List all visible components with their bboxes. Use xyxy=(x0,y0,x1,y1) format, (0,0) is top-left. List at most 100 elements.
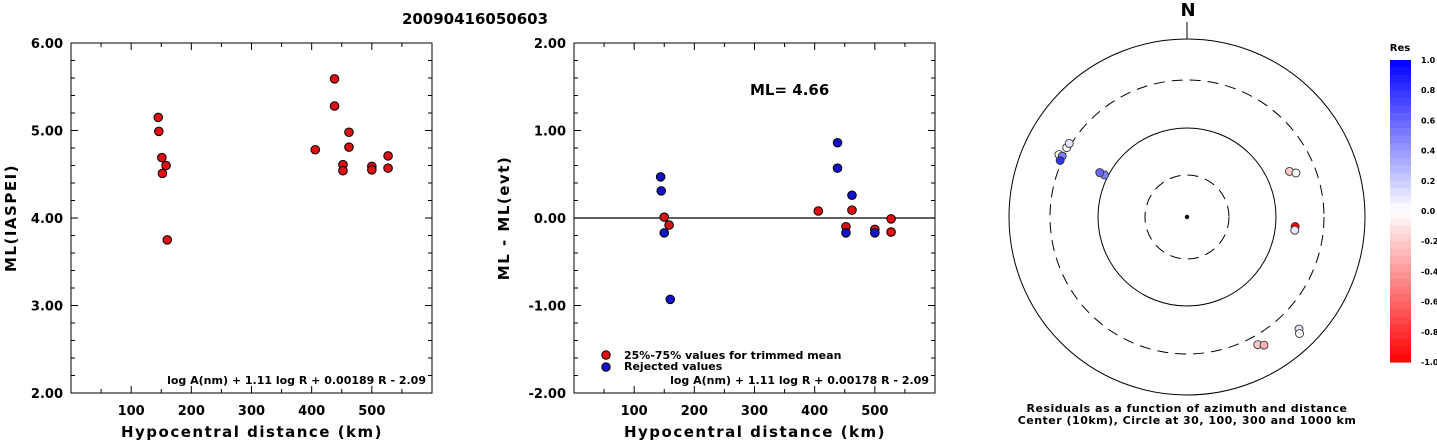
left-ylabel: ML(IASPEI) xyxy=(2,164,20,272)
middle-xtick-label: 400 xyxy=(801,404,828,419)
left-data-point xyxy=(367,165,377,175)
left-xlabel: Hypocentral distance (km) xyxy=(121,423,383,441)
colorbar-segment xyxy=(1390,211,1411,220)
colorbar-segment xyxy=(1390,112,1411,121)
left-ytick-label: 4.00 xyxy=(31,212,63,227)
colorbar-segment xyxy=(1390,105,1411,114)
colorbar-label: -0.8 xyxy=(1421,328,1437,337)
colorbar-segment xyxy=(1390,339,1411,348)
colorbar: Res 1.0 0.8 0.6 0.4 0.2 0.0 -0.2 -0.4 -0.6 -0.8 -1… xyxy=(1390,43,1437,367)
left-data-point xyxy=(154,126,164,137)
colorbar-segment xyxy=(1390,324,1411,333)
colorbar-segment xyxy=(1390,286,1411,295)
polar-station-point xyxy=(1259,340,1269,350)
left-ytick-label: 3.00 xyxy=(31,300,63,315)
colorbar-segment xyxy=(1390,331,1411,340)
colorbar-segment xyxy=(1390,188,1411,197)
middle-panel: 100 200 300 400 500 -2.00 -1.00 0.00 1.00 2.00 ML… xyxy=(495,37,936,441)
rejected-data-point xyxy=(659,228,670,238)
figure-title: 20090416050603 xyxy=(402,10,548,28)
left-xtick-label: 100 xyxy=(118,404,145,419)
left-plot-frame xyxy=(70,42,433,394)
middle-ytick-label: -1.00 xyxy=(529,300,566,315)
left-data-point xyxy=(329,101,340,111)
colorbar-segment xyxy=(1390,127,1411,137)
rejected-data-point xyxy=(841,228,851,238)
colorbar-segment xyxy=(1390,67,1411,76)
colorbar-segment xyxy=(1390,165,1411,174)
left-ytick-label: 6.00 xyxy=(31,37,63,52)
polar-circle-30km xyxy=(1144,174,1230,260)
colorbar-segment xyxy=(1390,60,1411,69)
polar-station-point xyxy=(1290,225,1300,235)
colorbar-segment xyxy=(1390,82,1411,91)
polar-caption-line2: Center (10km), Circle at 30, 100, 300 an… xyxy=(1018,414,1357,427)
polar-circle-300km xyxy=(1049,79,1325,355)
trimmed-data-point xyxy=(664,220,674,230)
colorbar-label: -0.2 xyxy=(1421,237,1437,246)
left-data-point xyxy=(310,144,321,155)
colorbar-label: 1.0 xyxy=(1421,56,1436,65)
colorbar-segment xyxy=(1390,346,1411,356)
rejected-data-point xyxy=(665,294,676,305)
legend-label-trimmed: 25%-75% values for trimmed mean xyxy=(624,349,841,362)
colorbar-segment xyxy=(1390,203,1411,212)
colorbar-label: -0.6 xyxy=(1421,298,1437,307)
colorbar-label: -1.0 xyxy=(1421,358,1437,367)
colorbar-segment xyxy=(1390,309,1411,318)
rejected-data-point xyxy=(655,172,666,182)
colorbar-segment xyxy=(1390,97,1411,106)
polar-circle-100km xyxy=(1097,127,1277,307)
trimmed-data-point xyxy=(886,227,896,237)
colorbar-segment xyxy=(1390,256,1411,265)
rejected-data-point xyxy=(870,228,880,238)
colorbar-segment xyxy=(1390,173,1411,182)
left-data-point xyxy=(383,151,393,161)
middle-xtick-label: 100 xyxy=(621,404,648,419)
left-data-point xyxy=(338,165,348,176)
colorbar-label: 0.0 xyxy=(1421,207,1436,216)
legend-marker-rejected xyxy=(601,362,611,372)
polar-station-point xyxy=(1055,156,1065,165)
left-data-point xyxy=(329,74,340,84)
middle-ytick-label: 0.00 xyxy=(534,212,566,227)
colorbar-segment xyxy=(1390,241,1411,250)
colorbar-label: -0.4 xyxy=(1421,267,1437,276)
left-xtick-label: 400 xyxy=(298,404,325,419)
colorbar-segment xyxy=(1390,218,1411,227)
left-data-point xyxy=(161,160,171,171)
middle-xtick-label: 200 xyxy=(681,404,708,419)
left-ytick-label: 2.00 xyxy=(31,387,63,402)
colorbar-label: 0.2 xyxy=(1421,177,1435,186)
colorbar-segment xyxy=(1390,195,1411,205)
colorbar-segment xyxy=(1390,294,1411,303)
polar-panel: N Residuals as a function of azimuth and… xyxy=(1008,0,1366,427)
left-data-point xyxy=(162,235,173,245)
ml-label: ML= 4.66 xyxy=(750,81,829,99)
rejected-data-point xyxy=(832,137,843,148)
polar-station-point xyxy=(1095,168,1105,178)
left-data-point xyxy=(383,163,393,173)
polar-caption-line1: Residuals as a function of azimuth and d… xyxy=(1027,402,1348,415)
trimmed-data-point xyxy=(813,206,824,216)
colorbar-label: 0.8 xyxy=(1421,86,1436,95)
colorbar-segment xyxy=(1390,271,1411,280)
trimmed-data-point xyxy=(659,212,670,222)
left-data-point xyxy=(344,142,354,152)
left-data-point xyxy=(157,168,168,179)
middle-ytick-label: 1.00 xyxy=(534,125,566,140)
colorbar-segment xyxy=(1390,248,1411,257)
middle-ylabel: ML - ML(evt) xyxy=(495,156,513,280)
colorbar-segment xyxy=(1390,90,1411,99)
left-xtick-label: 300 xyxy=(238,404,265,419)
colorbar-segment xyxy=(1390,301,1411,310)
colorbar-segment xyxy=(1390,263,1411,272)
trimmed-data-point xyxy=(886,214,896,224)
polar-station-point xyxy=(1291,168,1301,178)
polar-center xyxy=(1184,214,1190,220)
rejected-data-point xyxy=(656,186,667,196)
legend-marker-trimmed xyxy=(601,350,611,360)
left-xtick-label: 200 xyxy=(178,404,205,419)
colorbar-title: Res xyxy=(1390,43,1410,54)
